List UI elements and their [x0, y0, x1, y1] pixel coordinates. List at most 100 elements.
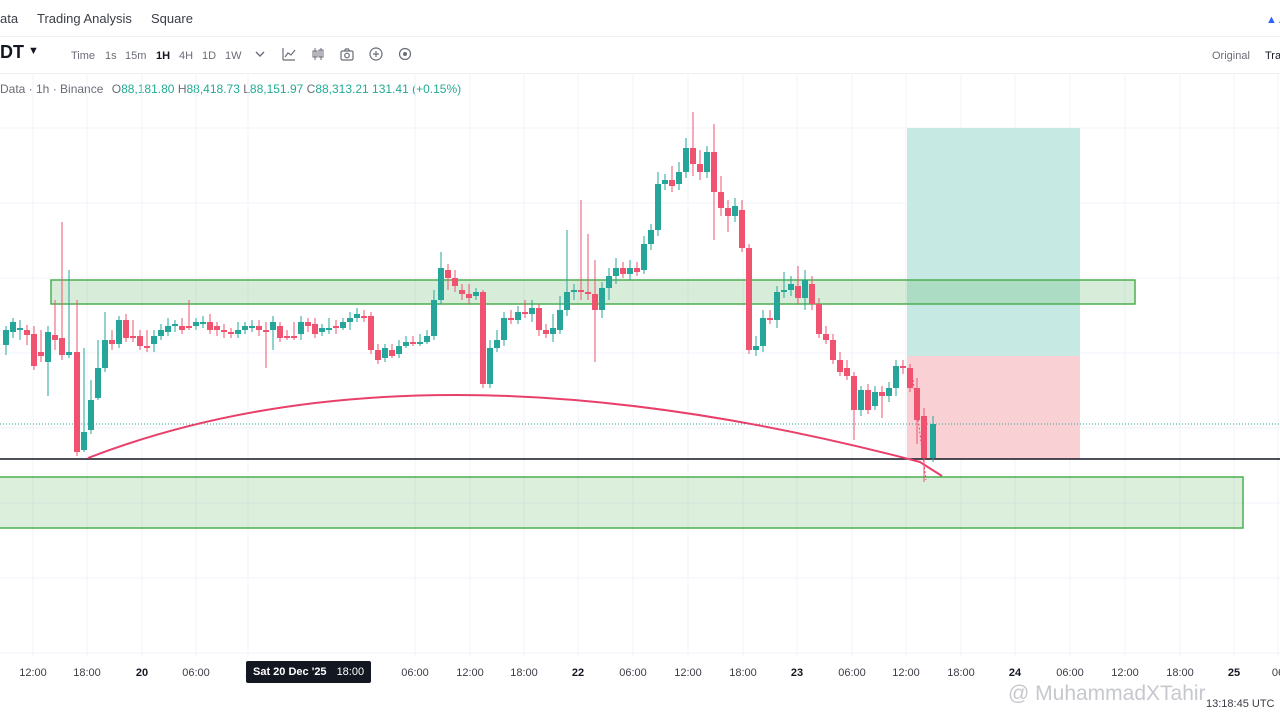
candle-up — [788, 284, 794, 290]
candle-down — [38, 352, 44, 356]
candle-up — [753, 346, 759, 350]
candle-down — [361, 316, 367, 318]
candle-down — [389, 350, 395, 356]
candle-down — [333, 326, 339, 328]
x-tick-label: 20 — [135, 667, 149, 679]
candle-up — [326, 328, 332, 330]
top-navigation: ata Trading Analysis Square ▲▲ — [0, 0, 1280, 37]
candle-down — [522, 312, 528, 314]
legend-close-key: C — [306, 82, 316, 96]
interval-time[interactable]: Time — [71, 50, 96, 62]
candle-up — [151, 336, 157, 344]
x-tick-label: 06:00 — [182, 667, 210, 679]
candle-down — [508, 318, 514, 320]
camera-icon[interactable] — [340, 47, 354, 61]
candle-up — [417, 342, 423, 344]
candle-down — [634, 268, 640, 272]
legend-close: 88,313.21 — [315, 82, 369, 96]
candle-down — [620, 268, 626, 274]
candle-up — [886, 388, 892, 396]
rounded-top-arc[interactable] — [87, 394, 943, 477]
candle-down — [851, 376, 857, 410]
candle-up — [494, 340, 500, 348]
chevron-down-icon[interactable] — [253, 47, 267, 61]
candle-down — [837, 360, 843, 372]
candle-down — [711, 152, 717, 192]
candle-up — [340, 322, 346, 328]
watermark: @ MuhammadXTahir — [1008, 682, 1206, 705]
nav-item-trading-analysis[interactable]: Trading Analysis — [37, 11, 132, 26]
candle-down — [109, 340, 115, 344]
x-tick-label: 06:00 — [838, 667, 866, 679]
x-tick-label: 06 — [1271, 667, 1280, 679]
view-original-button[interactable]: Original — [1212, 50, 1250, 62]
symbol-name[interactable]: DT — [0, 42, 24, 62]
x-tick-label: 18:00 — [729, 667, 757, 679]
candle-up — [66, 352, 72, 355]
nav-item-square[interactable]: Square — [151, 11, 193, 26]
chevron-down-icon[interactable]: ▼ — [28, 45, 39, 57]
candle-up — [95, 368, 101, 398]
candle-down — [585, 292, 591, 294]
candle-down — [690, 148, 696, 164]
candle-up — [858, 390, 864, 410]
x-tick-label: 12:00 — [892, 667, 920, 679]
interval-1d[interactable]: 1D — [202, 50, 217, 62]
candle-up — [354, 314, 360, 318]
candle-up — [930, 424, 936, 458]
candle-down — [921, 416, 927, 458]
candle-up — [116, 320, 122, 344]
candle-down — [718, 192, 724, 208]
candle-down — [256, 326, 262, 330]
ohlc-legend: Data · 1h · Binance O88,181.80 H88,418.7… — [0, 82, 461, 96]
settings-icon[interactable] — [398, 47, 412, 61]
interval-15m[interactable]: 15m — [125, 50, 147, 62]
candle-up — [3, 330, 9, 345]
candle-up — [760, 318, 766, 346]
indicator-icon[interactable] — [282, 47, 296, 61]
candle-up — [872, 392, 878, 406]
candle-down — [214, 326, 220, 330]
candle-down — [284, 336, 290, 338]
x-tick-label: 18:00 — [947, 667, 975, 679]
candle-down — [130, 336, 136, 338]
candle-down — [59, 338, 65, 355]
crosshair-time-label: Sat 20 Dec '25 18:00 — [246, 661, 372, 683]
nav-item-data[interactable]: ata — [0, 11, 19, 26]
candle-up — [17, 328, 23, 330]
candle-down — [725, 208, 731, 216]
crosshair-date: Sat 20 Dec '25 — [253, 666, 327, 678]
candle-up — [298, 322, 304, 334]
candle-type-icon[interactable] — [311, 47, 325, 61]
interval-1h[interactable]: 1H — [156, 50, 171, 62]
chart-toolbar — [0, 37, 1280, 74]
candle-down — [207, 322, 213, 330]
x-tick-label: 25 — [1227, 667, 1241, 679]
candle-up — [732, 206, 738, 216]
view-trading-button[interactable]: Tra — [1265, 50, 1280, 62]
x-tick-label: 12:00 — [19, 667, 47, 679]
interval-4h[interactable]: 4H — [179, 50, 194, 62]
legend-source: Data · 1h · Binance — [0, 82, 104, 96]
price-chart[interactable] — [0, 73, 1280, 657]
candle-down — [907, 368, 913, 388]
candle-up — [599, 288, 605, 310]
interval-1s[interactable]: 1s — [105, 50, 117, 62]
candle-up — [515, 312, 521, 320]
candle-down — [795, 286, 801, 298]
candle-down — [445, 270, 451, 278]
candle-down — [466, 294, 472, 298]
interval-1w[interactable]: 1W — [225, 50, 242, 62]
add-icon[interactable] — [369, 47, 383, 61]
x-tick-label: 12:00 — [1111, 667, 1139, 679]
candle-down — [31, 334, 37, 366]
candle-up — [781, 290, 787, 292]
candle-up — [893, 366, 899, 388]
x-tick-label: 18:00 — [510, 667, 538, 679]
support-zone[interactable] — [0, 476, 1244, 529]
target-zone[interactable] — [907, 128, 1080, 356]
x-tick-label: 23 — [790, 667, 804, 679]
candle-down — [305, 322, 311, 326]
candle-up — [557, 310, 563, 330]
candle-up — [571, 290, 577, 292]
